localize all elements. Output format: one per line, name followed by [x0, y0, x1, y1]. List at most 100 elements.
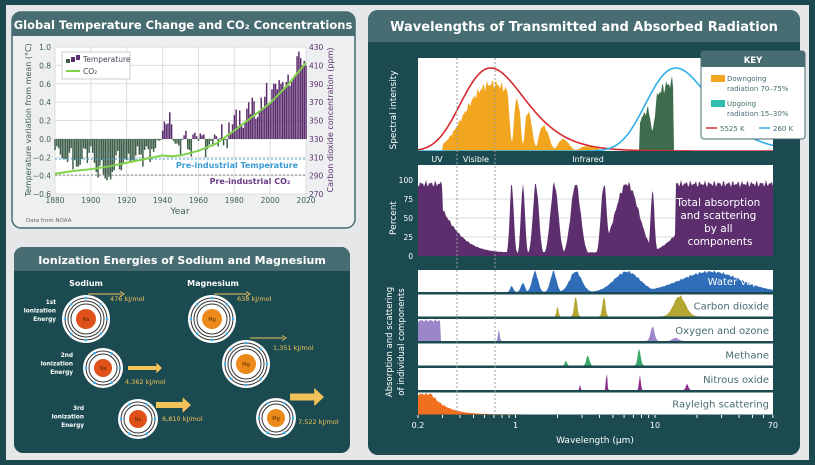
y2-tick-label: 390: [309, 80, 324, 89]
temperature-bar: [113, 139, 115, 171]
temperature-bar: [152, 139, 155, 152]
electron: [210, 296, 214, 300]
electron-shell: [123, 404, 153, 434]
temperature-bar: [74, 139, 76, 161]
x-axis-label: Year: [169, 207, 189, 217]
electron-shell: [196, 303, 228, 335]
temperature-bar: [167, 123, 169, 139]
temperature-bar: [278, 80, 280, 139]
temperature-bar: [77, 139, 80, 167]
component-row: Oxygen and ozone: [418, 319, 773, 341]
y2-tick-label: 430: [309, 43, 324, 52]
temperature-bar: [190, 139, 193, 157]
radiation-panel: Wavelengths of Transmitted and Absorbed …: [368, 10, 806, 455]
temperature-bar: [82, 139, 85, 149]
temperature-bar: [63, 139, 65, 160]
electron: [229, 347, 233, 351]
band-infrared: Infrared: [572, 155, 604, 164]
temperature-bar: [57, 139, 60, 149]
temperature-bar: [215, 136, 218, 139]
electron: [225, 302, 229, 306]
temperature-bar: [271, 89, 273, 139]
temperature-bar: [127, 139, 130, 154]
temperature-bar: [224, 139, 227, 140]
electron: [266, 431, 269, 435]
component-row: Carbon dioxide: [418, 294, 773, 317]
electron-shell: [70, 303, 102, 335]
x-tick-label: 1980: [225, 196, 244, 205]
element-symbol: Na: [83, 317, 90, 323]
components-label-1: Absorption and scattering: [385, 287, 395, 397]
magnesium-atom: Mg: [256, 398, 296, 438]
ionization-row-label: 2nd: [61, 353, 73, 359]
absorption-area: [418, 270, 773, 292]
temperature-bar: [186, 139, 189, 150]
electron: [229, 377, 233, 381]
legend-temp-swatch2: [71, 57, 75, 62]
temperature-bar: [283, 89, 286, 139]
temperature-bar: [72, 139, 74, 170]
temperature-bar: [269, 103, 271, 139]
panel-header: [14, 247, 350, 271]
row-background: [418, 368, 773, 390]
electron-shell: [193, 300, 231, 338]
temperature-bar: [163, 121, 166, 139]
temperature-bar: [274, 83, 277, 139]
wavelength-ticks: 0.2 1 10 70: [412, 415, 778, 430]
temperature-bar: [81, 139, 83, 160]
sodium-atom: Na: [83, 348, 123, 388]
magnesium-atom: Mg: [188, 295, 236, 343]
component-label: Oxygen and ozone: [675, 326, 769, 337]
total-label-line: by all: [704, 223, 733, 235]
arrow: [128, 362, 162, 374]
temperature-bar: [290, 81, 293, 139]
key-line: Downgoing: [727, 75, 766, 83]
temperature-bar: [256, 116, 259, 139]
co2-line: [54, 61, 307, 175]
ionization-row-label: Ionization: [24, 309, 56, 315]
temperature-bar: [88, 139, 90, 153]
temperature-bar: [178, 139, 180, 146]
temperature-bar: [188, 139, 191, 151]
electron: [210, 338, 214, 342]
temperature-bar: [100, 139, 103, 161]
total-label-line: components: [688, 236, 753, 248]
band-uv: UV: [431, 155, 443, 164]
electron: [225, 332, 229, 336]
temperature-bar: [122, 139, 124, 164]
spectral-intensity-label: Spectral intensity: [389, 70, 399, 150]
temperature-bar: [253, 101, 255, 139]
electron: [128, 402, 131, 406]
temperature-bar: [298, 51, 300, 139]
legend: Temperature CO₂: [61, 51, 131, 80]
panel-header: [12, 12, 355, 36]
temperature-bar: [183, 135, 185, 139]
temperature-bar: [221, 124, 223, 139]
pre-industrial-co2-label: Pre-industrial CO₂: [210, 177, 291, 186]
temperature-bar: [267, 104, 270, 139]
temperature-bar: [251, 97, 254, 139]
electron-shell: [88, 353, 118, 383]
electron: [259, 377, 263, 381]
nucleus: [129, 410, 147, 428]
electron: [244, 383, 248, 387]
electron: [223, 362, 227, 366]
arrow-head: [281, 335, 287, 341]
electron: [195, 332, 199, 336]
arrow-head: [245, 291, 251, 297]
temperature-bar: [145, 139, 148, 147]
ionization-row-label: Ionization: [52, 415, 84, 421]
temperature-bar: [66, 139, 69, 162]
temperature-bar: [210, 139, 212, 141]
electron: [283, 401, 286, 405]
temperature-bar: [151, 139, 153, 150]
y-tick-label: 0.0: [39, 135, 51, 144]
nucleus: [94, 359, 112, 377]
y-tick-label: 0.4: [39, 98, 51, 107]
temperature-bar: [262, 108, 264, 139]
component-label: Water vapor: [708, 277, 770, 288]
y-tick-label: −0.6: [33, 190, 51, 199]
key-up-swatch: [711, 100, 725, 107]
key-down-label: Downgoing radiation 70–75%: [727, 75, 789, 93]
percent-tick: 75: [403, 195, 413, 204]
